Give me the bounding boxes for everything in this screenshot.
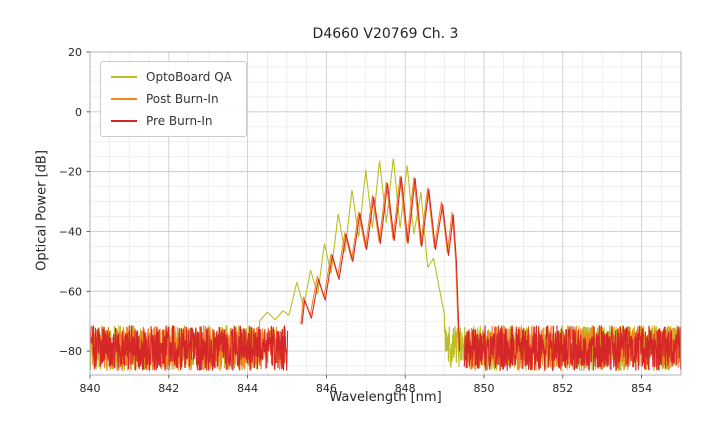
x-tick-label: 852 [552, 382, 573, 395]
legend-item: Post Burn-In [111, 92, 232, 106]
y-tick-label: −20 [59, 166, 82, 179]
chart-title: D4660 V20769 Ch. 3 [312, 26, 459, 42]
legend: OptoBoard QA Post Burn-In Pre Burn-In [100, 61, 247, 137]
legend-line-sample [111, 120, 137, 122]
y-tick-label: −40 [59, 225, 82, 238]
x-tick-label: 846 [316, 382, 337, 395]
legend-item: OptoBoard QA [111, 70, 232, 84]
x-tick-label: 844 [237, 382, 258, 395]
x-tick-label: 850 [474, 382, 495, 395]
y-tick-label: 20 [68, 46, 82, 59]
x-axis-label: Wavelength [nm] [329, 390, 442, 405]
legend-line-sample [111, 98, 137, 100]
legend-item: Pre Burn-In [111, 114, 232, 128]
x-tick-label: 840 [80, 382, 101, 395]
y-tick-label: −80 [59, 345, 82, 358]
legend-item-label: Post Burn-In [146, 92, 219, 106]
series-pre-burn-in [89, 176, 682, 372]
legend-line-sample [111, 76, 137, 78]
x-tick-label: 848 [395, 382, 416, 395]
x-tick-label: 842 [158, 382, 179, 395]
legend-item-label: Pre Burn-In [146, 114, 213, 128]
y-tick-label: 0 [75, 106, 82, 119]
x-tick-label: 854 [631, 382, 652, 395]
legend-item-label: OptoBoard QA [146, 70, 232, 84]
y-tick-label: −60 [59, 285, 82, 298]
